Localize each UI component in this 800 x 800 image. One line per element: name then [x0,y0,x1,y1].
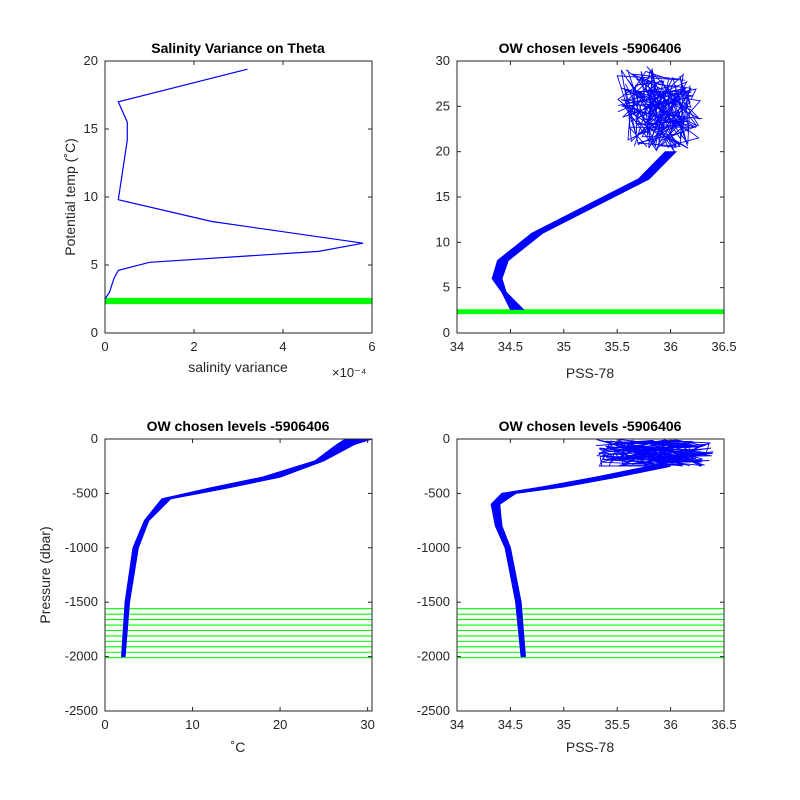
panel-4-y-tick-label: -2000 [417,649,450,664]
panel-3-profile-line [121,439,352,657]
panel-3-xlabel: ˚C [231,739,246,755]
panel-1-y-tick-label: 15 [84,121,98,136]
panel-4-xlabel: PSS-78 [566,739,614,755]
panel-2-data-layer [457,66,724,315]
panel-4-x-tick-label: 34 [450,717,464,732]
panel-2-xlabel: PSS-78 [566,365,614,381]
panel-1-title: Salinity Variance on Theta [151,40,325,56]
panel-3-profile-line [124,439,367,657]
panel-2-profile-line [627,90,691,141]
panel-1-x-tick-label: 0 [101,339,108,354]
panel-2-y-tick-label: 5 [443,280,450,295]
panel-4-profile-line [490,465,650,657]
panel-3-ylabel: Pressure (dbar) [37,526,53,623]
panel-2-profile-line [495,151,670,310]
panel-2-x-tick-label: 34.5 [498,339,523,354]
panel-1-data-layer [105,68,372,305]
panel-2-profile-line [633,103,700,148]
panel-4-profile-line [494,465,658,657]
panel-1-y-tick-label: 20 [84,53,98,68]
panel-1-y-tick-label: 10 [84,189,98,204]
panel-4-y-tick-label: -2500 [417,703,450,718]
panel-3-x-tick-label: 20 [273,717,287,732]
panel-1-y-tick-label: 0 [91,325,98,340]
panel-1-x-tick-label: 6 [368,339,375,354]
panel-2-x-tick-label: 36 [663,339,677,354]
panel-1-y-tick-label: 5 [91,257,98,272]
panel-2-profile-line [652,84,691,146]
panel-4-profile-line [598,441,714,467]
panel-2-plot-area: 34 34.5 35 35.5 36 36.5 0 5 10 15 20 25 30 [436,53,737,354]
panel-2-y-tick-label: 10 [436,234,450,249]
panel-2-profile-line [499,151,675,310]
panel-2-y-tick-label: 30 [436,53,450,68]
panel-3-axes-box [104,438,373,712]
panel-4: 34 34.5 35 35.5 36 36.5 0 -500 -1000 -1500 -2000 -2… [417,418,737,755]
panel-3-x-tick-label: 30 [360,717,374,732]
panel-3-x-tick-label: 10 [185,717,199,732]
panel-3-profile-line [122,439,357,657]
panel-1-ylabel: Potential temp (˚C) [62,138,78,255]
panel-3-x-tick-label: 0 [101,717,108,732]
panel-2-profile-line [497,151,672,310]
panel-4-x-tick-label: 35 [557,717,571,732]
panel-3-profile-line [121,439,346,657]
panel-4-data-layer [457,439,724,659]
panel-1-x-tick-label: 2 [190,339,197,354]
panel-2-title: OW chosen levels -5906406 [499,40,682,56]
panel-2-profile-line [616,75,698,140]
panel-3-profile-line [123,439,362,657]
panel-4-plot-area: 34 34.5 35 35.5 36 36.5 0 -500 -1000 -1500 -2000 -2… [417,431,737,732]
panel-4-x-tick-label: 35.5 [605,717,630,732]
panel-1-variance-line [105,68,364,300]
panel-1-xlabel: salinity variance [188,359,288,375]
panel-1-plot-area: 0 2 4 6 0 5 10 15 20 [84,53,376,354]
panel-2-y-tick-label: 20 [436,144,450,159]
panel-2-y-tick-label: 0 [443,325,450,340]
panel-2-profile-line [491,151,666,310]
panel-2-x-tick-label: 35 [557,339,571,354]
panel-2-y-tick-label: 25 [436,98,450,113]
panel-3-y-tick-label: -2500 [65,703,98,718]
panel-3-y-tick-label: -1500 [65,594,98,609]
panel-3-y-tick-label: -1000 [65,540,98,555]
panel-4-x-tick-label: 34.5 [498,717,523,732]
panel-4-title: OW chosen levels -5906406 [499,418,682,434]
panel-3-y-tick-label: -500 [72,485,98,500]
panel-4-y-tick-label: -500 [424,485,450,500]
panel-2-y-tick-label: 15 [436,189,450,204]
panel-2-profile-line [617,73,693,137]
panel-3-profile-line [124,439,372,657]
panel-2-x-tick-label: 34 [450,339,464,354]
panel-2-x-tick-label: 35.5 [605,339,630,354]
panel-4-profile-line [626,442,710,467]
panel-4-profile-line [497,465,667,657]
panel-4-x-tick-label: 36 [663,717,677,732]
panel-4-y-tick-label: -1500 [417,594,450,609]
panel-2-profile-line [501,151,677,310]
panel-4-axes-box [456,438,725,712]
panel-3-data-layer [105,439,372,659]
panel-2-profile-line [493,151,668,310]
panel-3-y-tick-label: 0 [91,431,98,446]
panel-4-profile-line [492,465,654,657]
panel-3-title: OW chosen levels -5906406 [147,418,330,434]
panel-3: 0 10 20 30 0 -500 -1000 -1500 -2000 -2500 OW chos… [37,418,375,755]
panel-1-x-tick-label: 4 [279,339,286,354]
panel-2: 34 34.5 35 35.5 36 36.5 0 5 10 15 20 25 30 OW chosen… [436,40,737,381]
panel-4-y-tick-label: -1000 [417,540,450,555]
panel-2-x-tick-label: 36.5 [711,339,736,354]
panel-3-plot-area: 0 10 20 30 0 -500 -1000 -1500 -2000 -2500 [65,431,375,732]
panel-4-x-tick-label: 36.5 [711,717,736,732]
panel-4-profile-line [499,465,671,657]
panel-4-profile-line [495,465,663,657]
panel-4-y-tick-label: 0 [443,431,450,446]
panel-1-x-exponent: ×10⁻⁴ [332,365,367,380]
panel-3-y-tick-label: -2000 [65,649,98,664]
